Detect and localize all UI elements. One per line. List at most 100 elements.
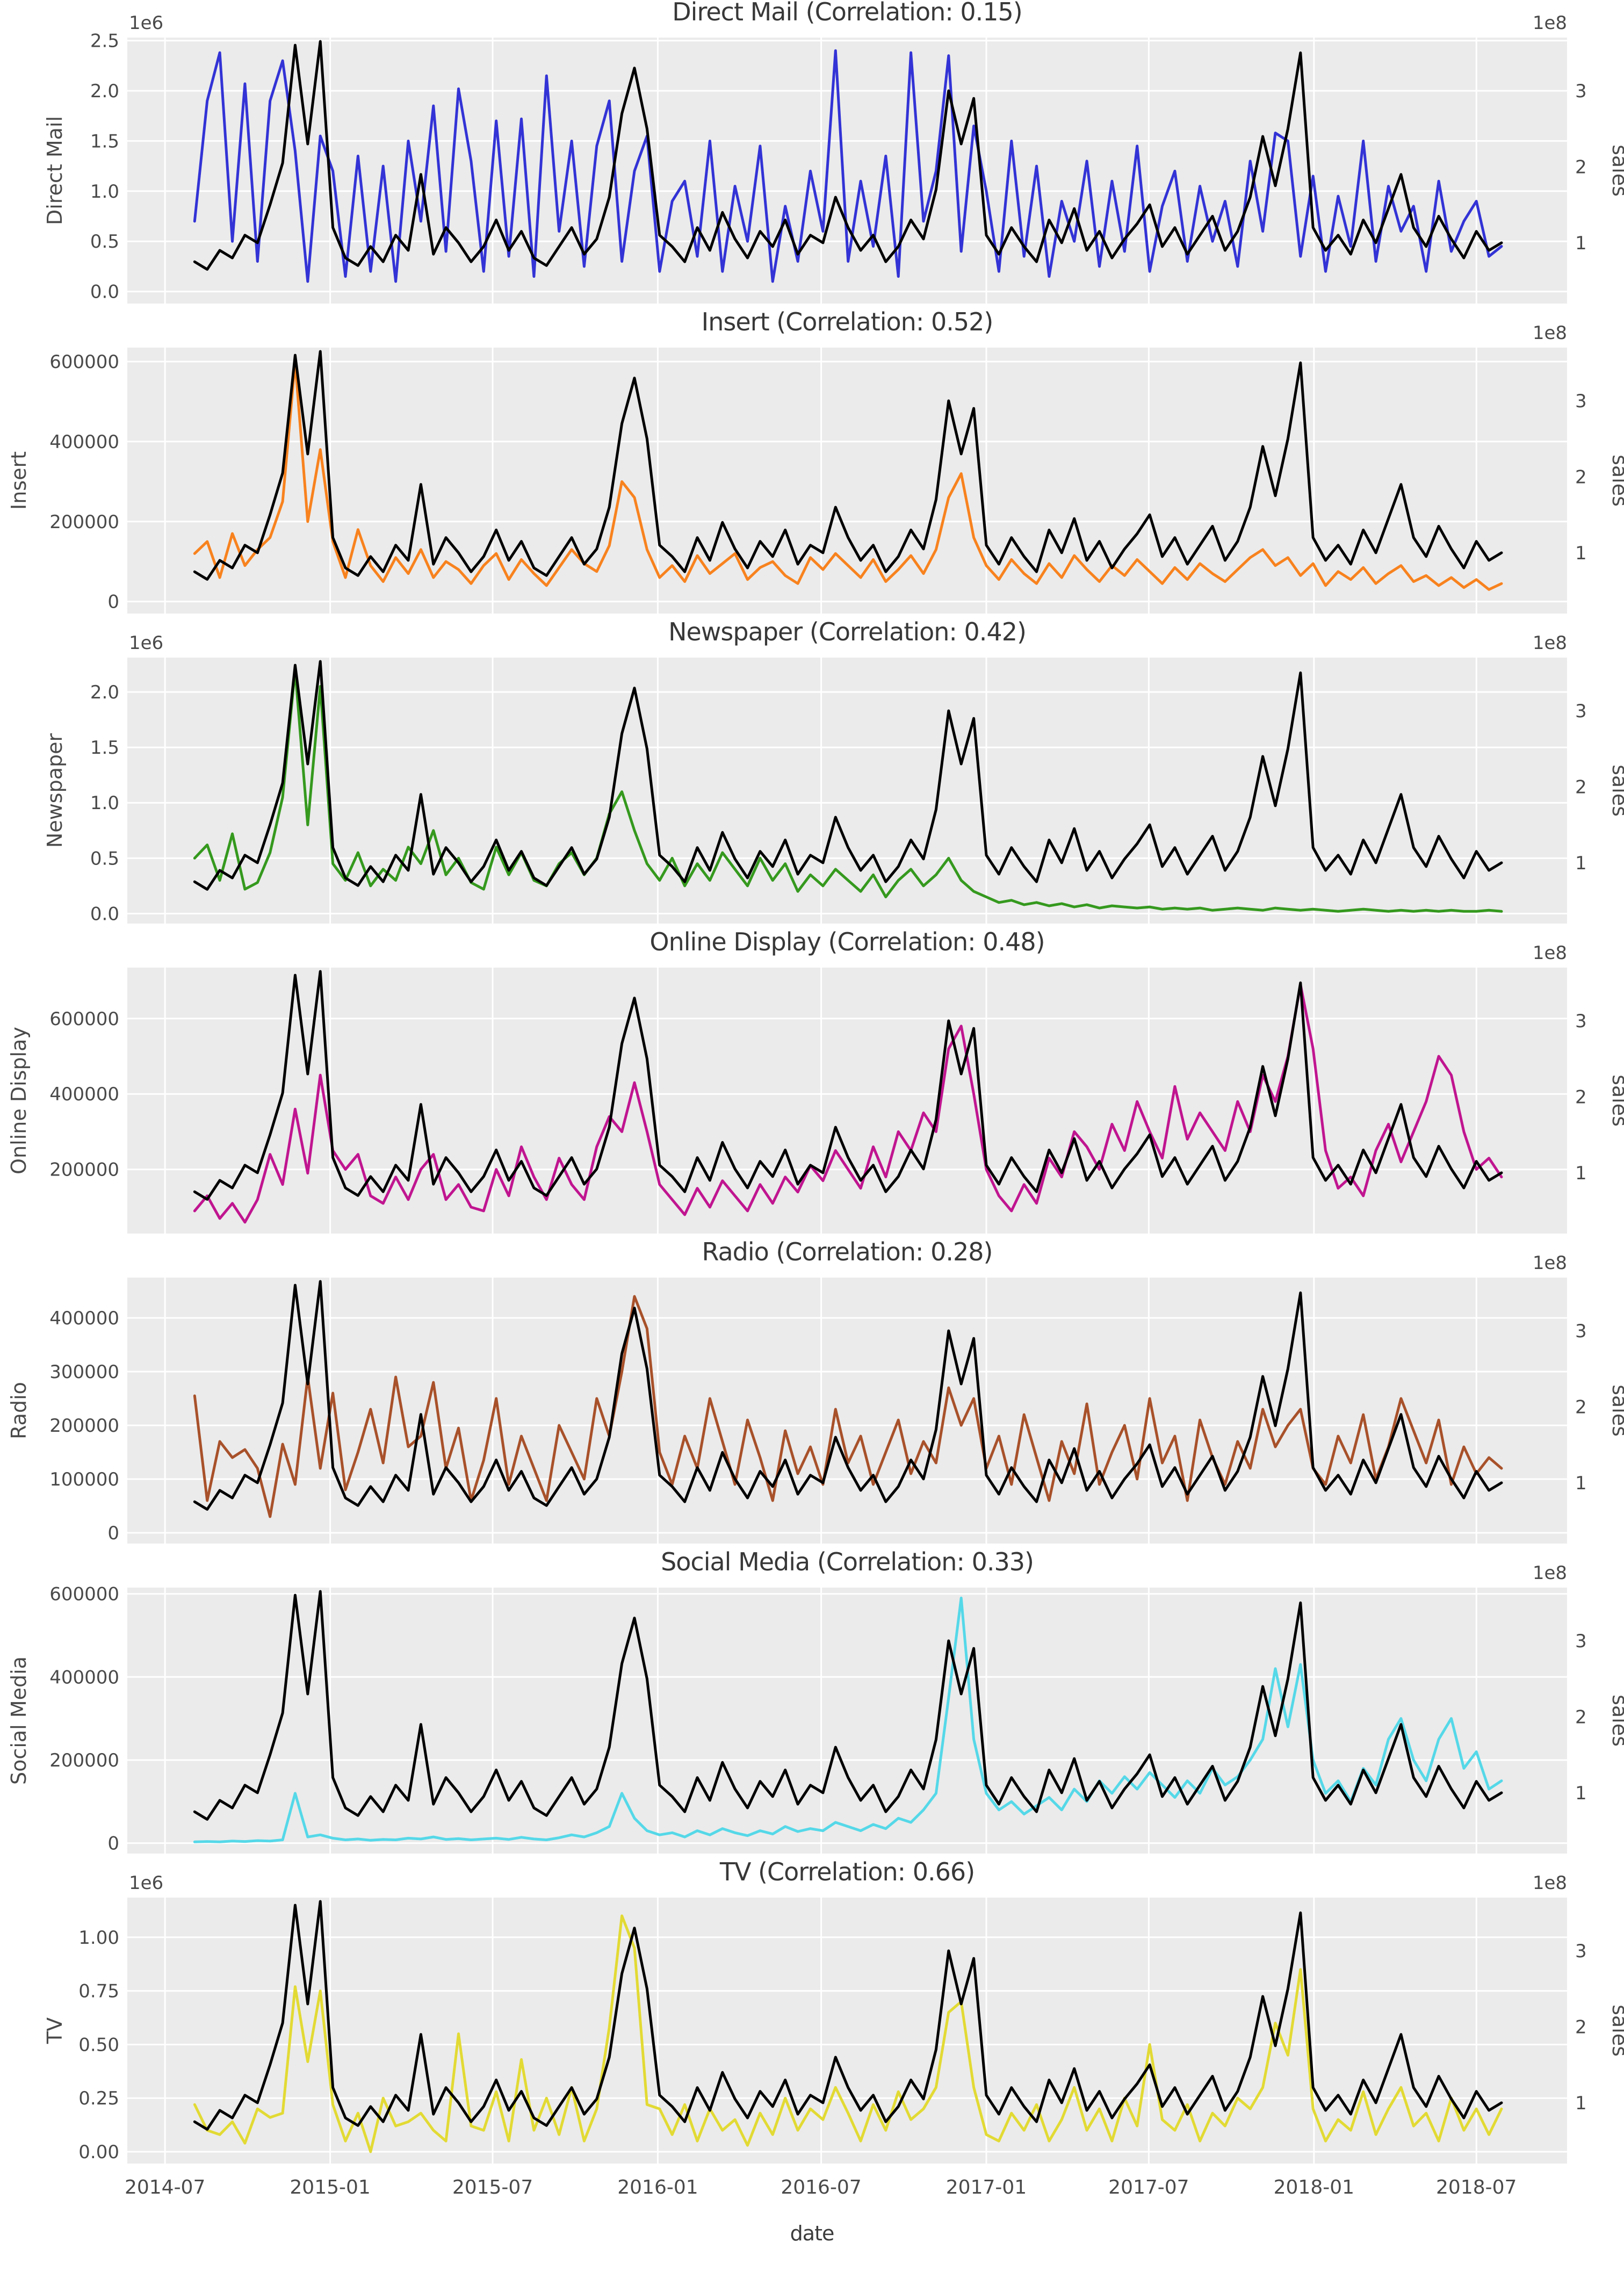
sales-axis-label: sales <box>1608 1385 1624 1437</box>
left-tick-label: 0.5 <box>90 231 119 253</box>
left-offset-label: 1e6 <box>129 12 163 34</box>
sales-axis-label: sales <box>1608 145 1624 197</box>
left-tick-label: 400000 <box>49 1084 119 1105</box>
x-tick-label: 2015-01 <box>290 2176 370 2198</box>
x-tick-label: 2018-07 <box>1436 2176 1517 2198</box>
channel-line-tv <box>193 1914 1503 2153</box>
sales-line <box>193 1280 1503 1511</box>
right-offset-label: 1e8 <box>1533 632 1567 654</box>
left-tick-label: 300000 <box>49 1361 119 1383</box>
subplot-newspaper: 0.0 0.5 1.0 1.5 2.0 1 2 3 1e6 1e8 Newspaper (Corre… <box>43 617 1624 925</box>
channel-line-insert <box>193 360 1503 591</box>
right-tick-label: 2 <box>1575 466 1587 488</box>
left-tick-label: 200000 <box>49 1750 119 1771</box>
left-offset-label: 1e6 <box>129 632 163 654</box>
left-tick-label: 100000 <box>49 1469 119 1490</box>
right-tick-label: 1 <box>1575 1473 1587 1494</box>
y-axis-label: Direct Mail <box>43 116 67 225</box>
subplot-direct-mail: 0.0 0.5 1.0 1.5 2.0 2.5 1 2 3 1e6 1e8 Direct Mail (… <box>43 0 1624 304</box>
right-tick-label: 3 <box>1575 1941 1587 1962</box>
subplot-title: Social Media (Correlation: 0.33) <box>661 1547 1034 1576</box>
subplot-title: Newspaper (Correlation: 0.42) <box>668 617 1026 646</box>
right-tick-label: 3 <box>1575 81 1587 102</box>
sales-line <box>193 350 1503 581</box>
x-tick-label: 2014-07 <box>125 2176 205 2198</box>
axes-background <box>127 1278 1567 1544</box>
left-tick-label: 0.00 <box>78 2142 119 2163</box>
subplot-social-media: 0 200000 400000 600000 1 2 3 1e8 Social Media (C… <box>7 1547 1624 1855</box>
x-axis-label: date <box>790 2222 835 2245</box>
right-tick-label: 1 <box>1575 233 1587 254</box>
right-tick-label: 2 <box>1575 1396 1587 1418</box>
right-tick-label: 2 <box>1575 2016 1587 2038</box>
left-tick-label: 1.5 <box>90 737 119 759</box>
left-tick-label: 600000 <box>49 1008 119 1030</box>
left-tick-label: 0.75 <box>78 1981 119 2002</box>
channel-line-social-media <box>193 1596 1503 1843</box>
subplot-insert: 0 200000 400000 600000 1 2 3 1e8 Insert (Correla… <box>7 307 1624 614</box>
right-offset-label: 1e8 <box>1533 12 1567 34</box>
y-axis-label: TV <box>43 2017 67 2044</box>
y-axis-label: Radio <box>7 1382 31 1439</box>
channel-line-online-display <box>193 983 1503 1224</box>
left-tick-label: 0.0 <box>90 903 119 925</box>
x-tick-label: 2016-01 <box>617 2176 698 2198</box>
left-tick-label: 400000 <box>49 1667 119 1688</box>
x-tick-label: 2018-01 <box>1274 2176 1354 2198</box>
left-tick-label: 600000 <box>49 351 119 373</box>
right-tick-label: 2 <box>1575 1706 1587 1728</box>
sales-line <box>193 660 1503 891</box>
right-offset-label: 1e8 <box>1533 322 1567 344</box>
left-tick-label: 200000 <box>49 1159 119 1181</box>
x-tick-label: 2017-01 <box>946 2176 1027 2198</box>
left-tick-label: 400000 <box>49 1308 119 1329</box>
axes-background <box>127 348 1567 614</box>
left-tick-label: 1.0 <box>90 792 119 814</box>
y-axis-label: Insert <box>7 451 31 510</box>
right-tick-label: 1 <box>1575 543 1587 564</box>
left-tick-label: 200000 <box>49 1415 119 1437</box>
left-tick-label: 400000 <box>49 431 119 453</box>
right-tick-label: 2 <box>1575 156 1587 178</box>
y-axis-label: Online Display <box>7 1027 31 1174</box>
subplot-tv: 0.00 0.25 0.50 0.75 1.00 1 2 3 1e6 1e8 TV (Correla… <box>43 1857 1624 2198</box>
right-offset-label: 1e8 <box>1533 1562 1567 1584</box>
left-tick-label: 0.5 <box>90 848 119 869</box>
right-tick-label: 1 <box>1575 1163 1587 1184</box>
subplot-online-display: 200000 400000 600000 1 2 3 1e8 Online Display (… <box>7 927 1624 1234</box>
sales-axis-label: sales <box>1608 1695 1624 1747</box>
right-tick-label: 3 <box>1575 701 1587 722</box>
axes-background <box>127 1588 1567 1854</box>
channel-line-direct-mail <box>193 49 1503 283</box>
subplot-title: Direct Mail (Correlation: 0.15) <box>672 0 1022 26</box>
left-tick-label: 600000 <box>49 1584 119 1605</box>
subplot-title: Online Display (Correlation: 0.48) <box>649 927 1044 956</box>
left-tick-label: 0 <box>107 1523 119 1544</box>
left-tick-label: 1.00 <box>78 1927 119 1949</box>
right-tick-label: 2 <box>1575 1086 1587 1108</box>
channel-line-radio <box>193 1295 1503 1518</box>
left-tick-label: 1.0 <box>90 181 119 203</box>
x-tick-label: 2016-07 <box>781 2176 861 2198</box>
sales-axis-label: sales <box>1608 455 1624 507</box>
right-tick-label: 3 <box>1575 391 1587 412</box>
left-tick-label: 1.5 <box>90 131 119 152</box>
y-axis-label: Newspaper <box>43 733 67 848</box>
right-tick-label: 2 <box>1575 776 1587 798</box>
subplot-radio: 0 100000 200000 300000 400000 1 2 3 1e8 Radio (Co… <box>7 1237 1624 1544</box>
right-tick-label: 1 <box>1575 853 1587 874</box>
axes-background <box>127 968 1567 1234</box>
sales-axis-label: sales <box>1608 2005 1624 2057</box>
x-tick-label: 2017-07 <box>1108 2176 1189 2198</box>
x-tick-label: 2015-07 <box>452 2176 533 2198</box>
left-tick-label: 0.25 <box>78 2088 119 2109</box>
right-tick-label: 3 <box>1575 1321 1587 1342</box>
y-axis-label: Social Media <box>7 1656 31 1785</box>
right-tick-label: 1 <box>1575 1783 1587 1804</box>
right-offset-label: 1e8 <box>1533 942 1567 964</box>
subplot-title: TV (Correlation: 0.66) <box>719 1857 975 1886</box>
left-tick-label: 2.0 <box>90 682 119 703</box>
sales-line <box>193 1900 1503 2131</box>
